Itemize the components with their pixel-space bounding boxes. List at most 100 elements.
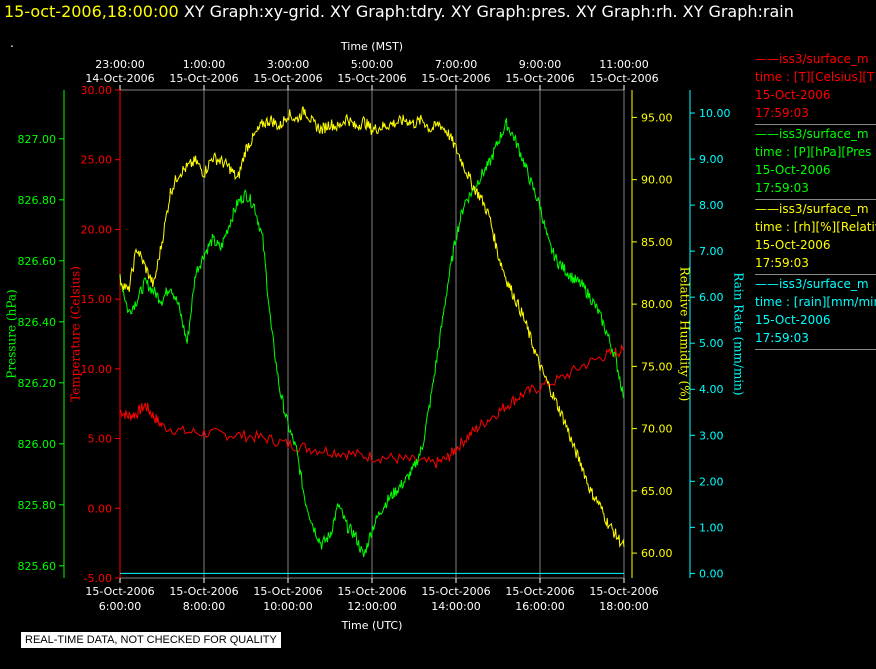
legend-time: 17:59:03 (755, 106, 809, 120)
x-tick-label-top-time: 3:00:00 (267, 58, 309, 71)
chart-grid (119, 89, 625, 579)
legend-separator (755, 199, 876, 200)
legend-date: 15-Oct-2006 (755, 88, 831, 102)
pressure-tick-label: 826.20 (18, 377, 57, 390)
humidity-tick-label: 75.00 (641, 360, 673, 373)
legend-time: 17:59:03 (755, 331, 809, 345)
rain-axis-label: Rain Rate (mm/min) (732, 272, 746, 395)
humidity-tick-label: 80.00 (641, 298, 673, 311)
x-tick-label-top-date: 15-Oct-2006 (169, 72, 238, 85)
header-title: 15-oct-2006,18:00:00 XY Graph:xy-grid. X… (4, 2, 794, 21)
rain-tick-label: 10.00 (699, 107, 731, 120)
rain-tick-label: 2.00 (699, 475, 724, 488)
rain-tick-label: 0.00 (699, 567, 724, 580)
pressure-tick-label: 826.80 (18, 194, 57, 207)
x-tick-label-top-time: 23:00:00 (95, 58, 144, 71)
x-tick-label-top-date: 15-Oct-2006 (337, 72, 406, 85)
x-tick-label-bottom-time: 18:00:00 (599, 600, 648, 613)
pressure-tick-label: 826.60 (18, 255, 57, 268)
quality-notice: REAL-TIME DATA, NOT CHECKED FOR QUALITY (20, 631, 282, 649)
temperature-tick-label: 0.00 (88, 502, 113, 515)
header-graph-list: XY Graph:xy-grid. XY Graph:tdry. XY Grap… (183, 2, 794, 21)
x-tick-label-bottom-time: 12:00:00 (347, 600, 396, 613)
pressure-tick-label: 825.60 (18, 560, 57, 573)
rain-tick-label: 1.00 (699, 521, 724, 534)
temperature-tick-label: 15.00 (81, 293, 113, 306)
rain-tick-label: 6.00 (699, 291, 724, 304)
legend-name: ——iss3/surface_m (755, 202, 869, 216)
humidity-tick-label: 65.00 (641, 485, 673, 498)
legend-separator (755, 349, 876, 350)
chart-axes (59, 85, 695, 583)
legend-time: 17:59:03 (755, 181, 809, 195)
pressure-tick-label: 825.80 (18, 499, 57, 512)
chart-series (119, 106, 625, 574)
legend-time: 17:59:03 (755, 256, 809, 270)
legend-date: 15-Oct-2006 (755, 313, 831, 327)
humidity-tick-label: 90.00 (641, 174, 673, 187)
temperature-tick-label: 30.00 (81, 84, 113, 97)
legend-separator (755, 124, 876, 125)
legend-units: time : [rain][mm/min (755, 295, 876, 309)
x-tick-label-top-date: 14-Oct-2006 (85, 72, 154, 85)
legend-date: 15-Oct-2006 (755, 238, 831, 252)
header-timestamp: 15-oct-2006,18:00:00 (4, 2, 179, 21)
legend-separator (755, 274, 876, 275)
x-tick-label-bottom-time: 16:00:00 (515, 600, 564, 613)
legend-units: time : [rh][%][Relativ (755, 220, 876, 234)
humidity-tick-label: 95.00 (641, 111, 673, 124)
pressure-axis-label: Pressure (hPa) (5, 289, 19, 378)
x-tick-label-top-date: 15-Oct-2006 (505, 72, 574, 85)
x-tick-label-top-date: 15-Oct-2006 (253, 72, 322, 85)
x-tick-label-bottom-date: 15-Oct-2006 (169, 585, 238, 598)
x-tick-label-bottom-time: 8:00:00 (183, 600, 225, 613)
temperature-tick-label: 10.00 (81, 363, 113, 376)
humidity-tick-label: 85.00 (641, 236, 673, 249)
pressure-tick-label: 826.40 (18, 316, 57, 329)
temperature-series-line (119, 343, 625, 469)
x-tick-label-bottom-date: 15-Oct-2006 (85, 585, 154, 598)
x-tick-label-top-time: 5:00:00 (351, 58, 393, 71)
x-tick-label-bottom-date: 15-Oct-2006 (253, 585, 322, 598)
x-tick-label-top-time: 9:00:00 (519, 58, 561, 71)
rain-tick-label: 3.00 (699, 429, 724, 442)
rain-tick-label: 4.00 (699, 383, 724, 396)
rain-tick-label: 7.00 (699, 245, 724, 258)
x-axis-label-bottom: Time (UTC) (341, 619, 403, 632)
humidity-series-line (119, 106, 625, 549)
x-tick-label-top-date: 15-Oct-2006 (589, 72, 658, 85)
legend-name: ——iss3/surface_m (755, 277, 869, 291)
pressure-tick-label: 827.00 (18, 133, 57, 146)
pressure-series-line (119, 117, 625, 558)
pressure-tick-label: 826.00 (18, 438, 57, 451)
temperature-tick-label: 25.00 (81, 154, 113, 167)
legend-name: ——iss3/surface_m (755, 52, 869, 66)
x-tick-label-top-date: 15-Oct-2006 (421, 72, 490, 85)
legend-units: time : [T][Celsius][T (755, 70, 875, 84)
humidity-tick-label: 60.00 (641, 547, 673, 560)
humidity-tick-label: 70.00 (641, 423, 673, 436)
legend: ——iss3/surface_m time : [T][Celsius][T 15-… (755, 50, 876, 350)
x-tick-label-top-time: 7:00:00 (435, 58, 477, 71)
x-tick-label-bottom-date: 15-Oct-2006 (589, 585, 658, 598)
x-tick-label-bottom-date: 15-Oct-2006 (421, 585, 490, 598)
x-tick-label-bottom-time: 14:00:00 (431, 600, 480, 613)
legend-date: 15-Oct-2006 (755, 163, 831, 177)
temperature-tick-label: 20.00 (81, 223, 113, 236)
rain-tick-label: 9.00 (699, 153, 724, 166)
legend-name: ——iss3/surface_m (755, 127, 869, 141)
rain-tick-label: 8.00 (699, 199, 724, 212)
temperature-axis-label: Temperature (Celsius) (69, 266, 83, 402)
legend-units: time : [P][hPa][Pres (755, 145, 872, 159)
x-tick-label-bottom-date: 15-Oct-2006 (505, 585, 574, 598)
x-tick-label-bottom-date: 15-Oct-2006 (337, 585, 406, 598)
temperature-tick-label: -5.00 (84, 572, 112, 585)
humidity-axis-label: Relative Humidity (%) (678, 267, 692, 402)
x-tick-label-bottom-time: 6:00:00 (99, 600, 141, 613)
